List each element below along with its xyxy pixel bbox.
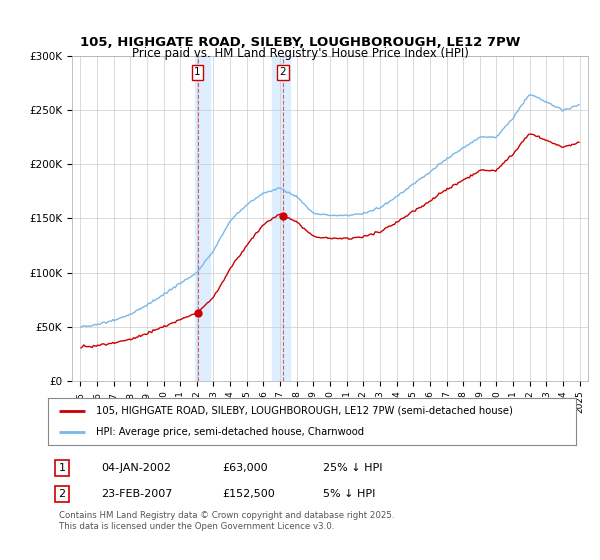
Text: 23-FEB-2007: 23-FEB-2007 [101,489,172,499]
Text: 2: 2 [280,67,286,77]
Text: £63,000: £63,000 [222,463,268,473]
Text: HPI: Average price, semi-detached house, Charnwood: HPI: Average price, semi-detached house,… [95,427,364,437]
Bar [272,56,290,381]
Bar [195,56,210,381]
Text: 5% ↓ HPI: 5% ↓ HPI [323,489,375,499]
Text: £152,500: £152,500 [222,489,275,499]
Text: Price paid vs. HM Land Registry's House Price Index (HPI): Price paid vs. HM Land Registry's House … [131,46,469,60]
Text: 25% ↓ HPI: 25% ↓ HPI [323,463,382,473]
Text: 04-JAN-2002: 04-JAN-2002 [101,463,171,473]
Text: 1: 1 [194,67,201,77]
Text: 105, HIGHGATE ROAD, SILEBY, LOUGHBOROUGH, LE12 7PW: 105, HIGHGATE ROAD, SILEBY, LOUGHBOROUGH… [80,35,520,49]
Text: 105, HIGHGATE ROAD, SILEBY, LOUGHBOROUGH, LE12 7PW (semi-detached house): 105, HIGHGATE ROAD, SILEBY, LOUGHBOROUGH… [95,406,512,416]
Text: 1: 1 [59,463,65,473]
Text: Contains HM Land Registry data © Crown copyright and database right 2025.
This d: Contains HM Land Registry data © Crown c… [59,511,394,531]
Text: 2: 2 [59,489,65,499]
